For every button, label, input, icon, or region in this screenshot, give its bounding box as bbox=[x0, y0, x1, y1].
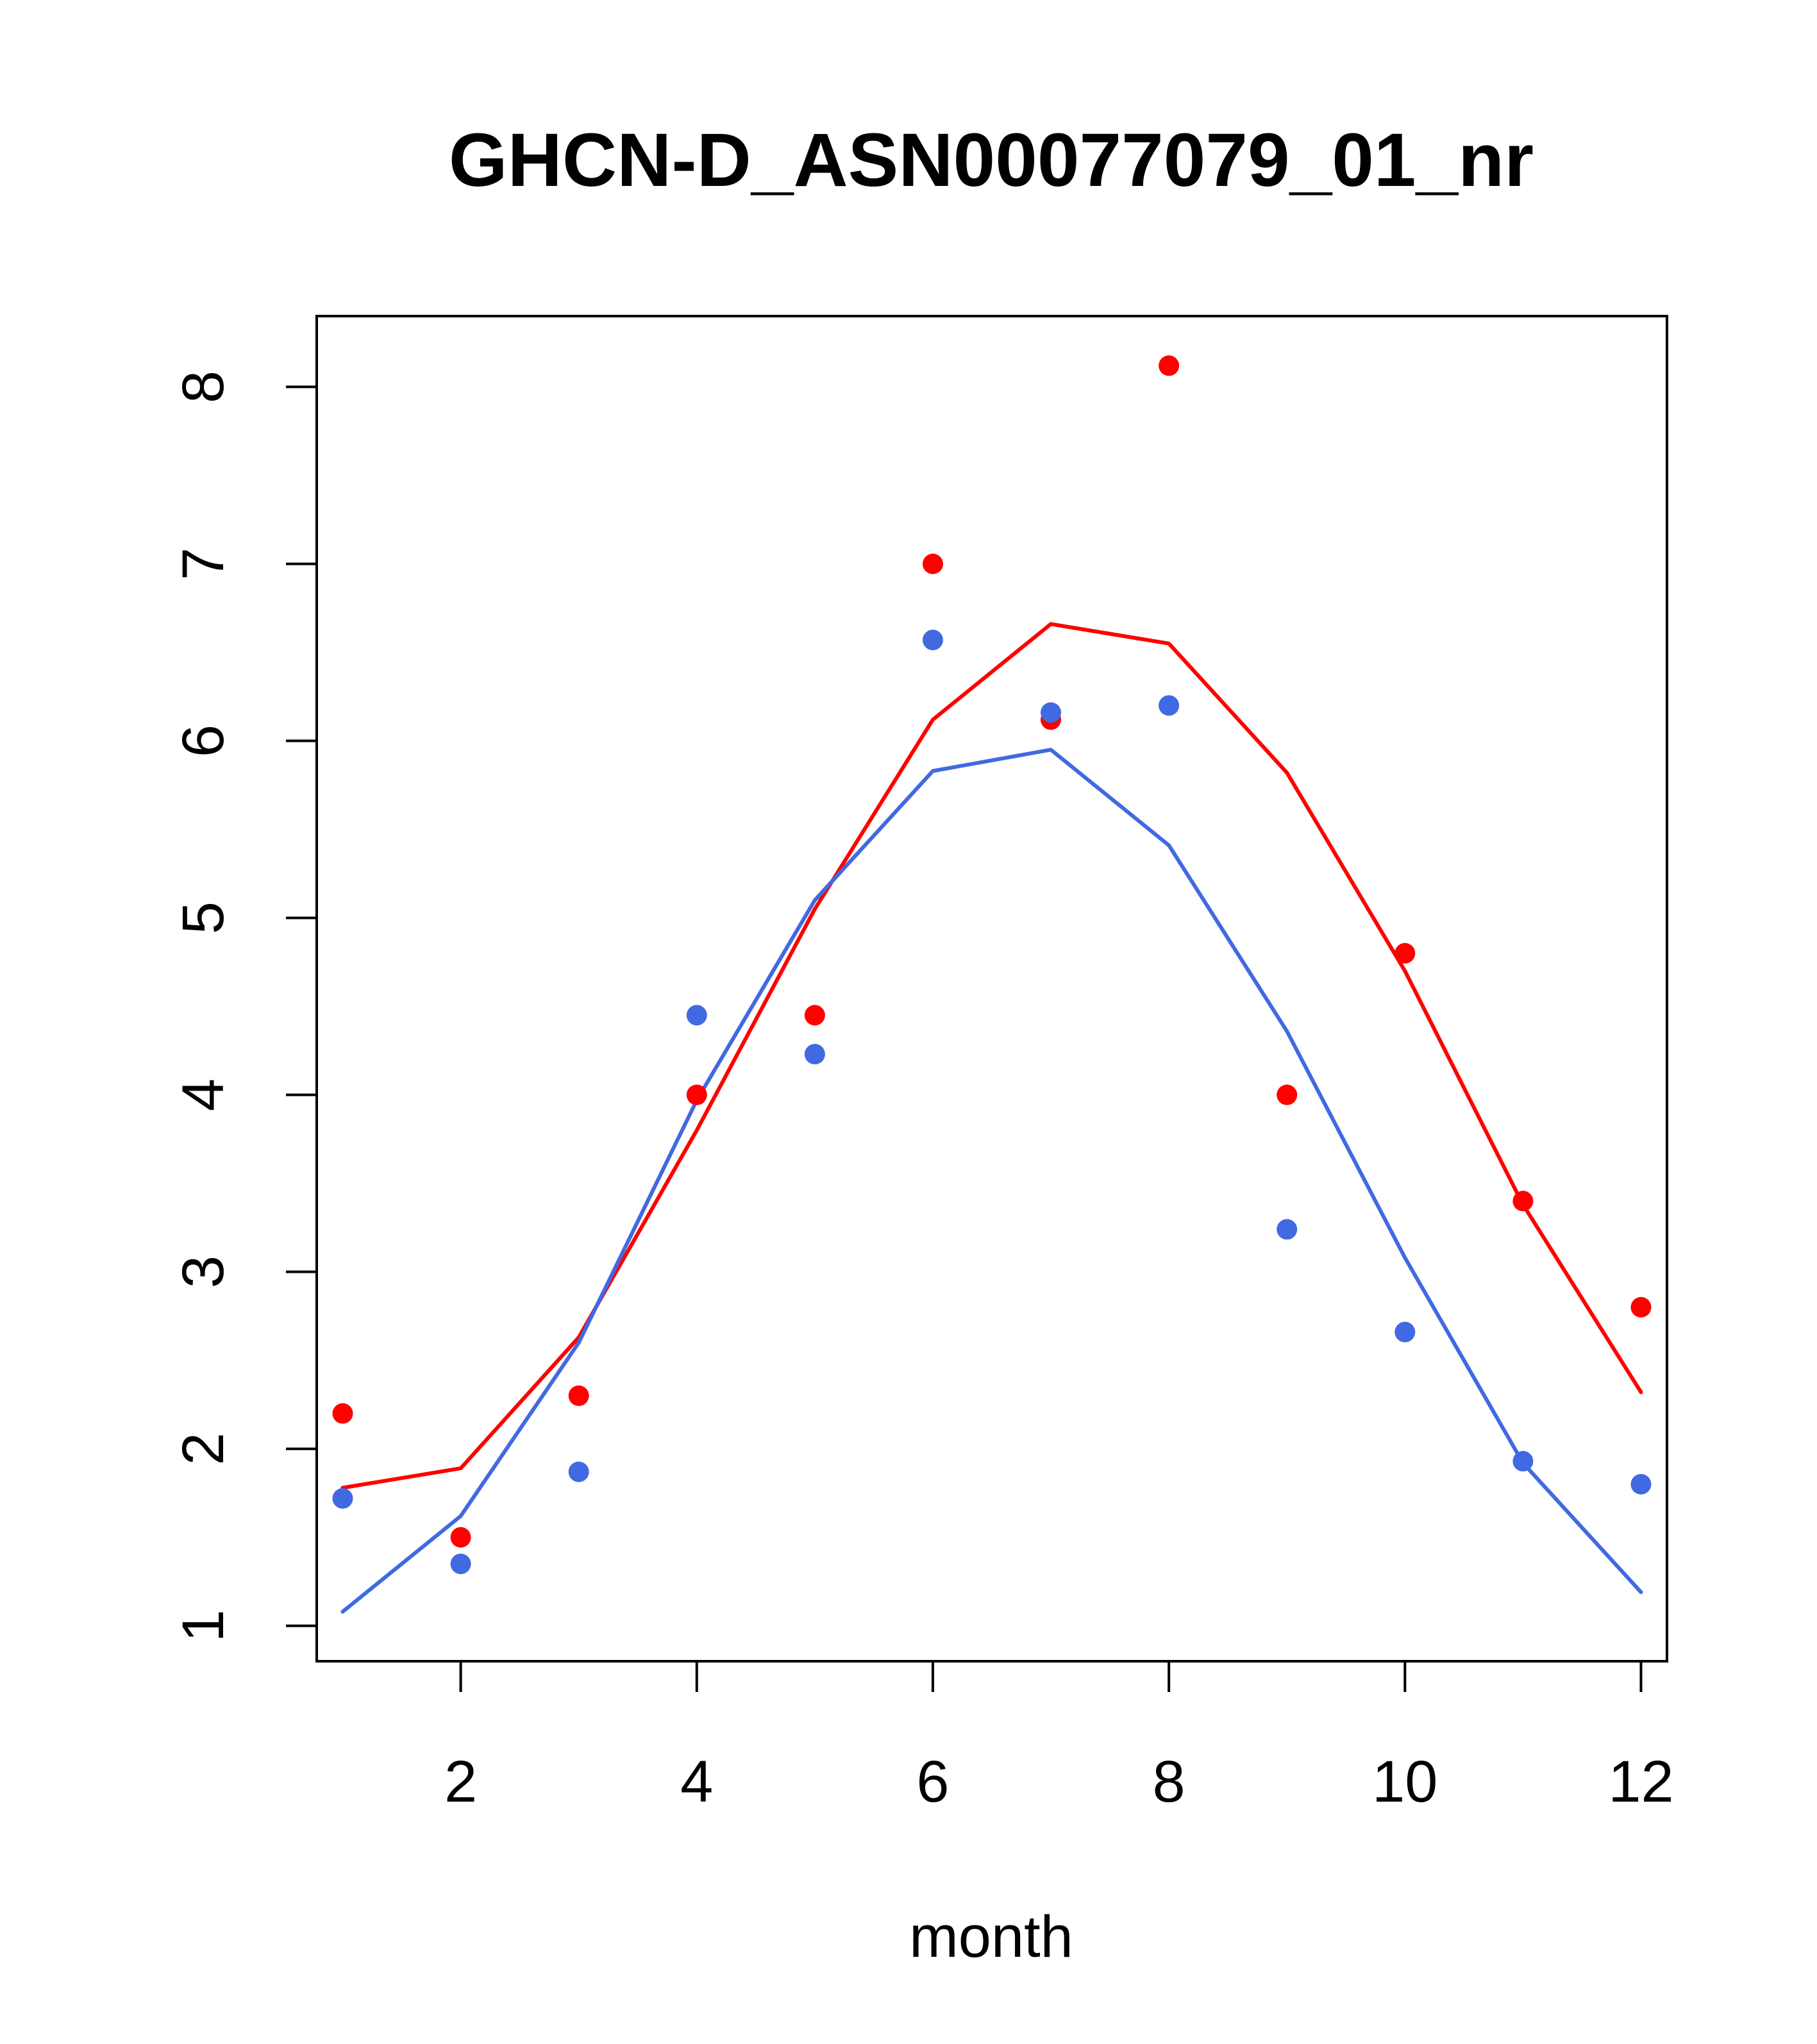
x-tick-label: 6 bbox=[916, 1749, 949, 1814]
series-2-point bbox=[922, 630, 943, 651]
series-2-point bbox=[1512, 1451, 1534, 1472]
series-1-point bbox=[922, 553, 943, 574]
series-1-point bbox=[450, 1527, 471, 1548]
series-1-point bbox=[686, 1084, 707, 1105]
series-2-point bbox=[686, 1005, 707, 1026]
series-2-point bbox=[332, 1488, 353, 1509]
series-2-point bbox=[1277, 1219, 1298, 1240]
y-tick-label: 4 bbox=[171, 1078, 236, 1111]
x-tick-label: 4 bbox=[680, 1749, 713, 1814]
series-2-point bbox=[1159, 695, 1180, 716]
x-tick-label: 8 bbox=[1153, 1749, 1185, 1814]
y-axis: 1 2 3 4 5 6 7 8 bbox=[171, 371, 318, 1642]
series-2-line bbox=[340, 748, 1643, 1614]
series-2-point bbox=[1394, 1321, 1416, 1343]
y-tick-label: 6 bbox=[171, 725, 236, 757]
series-1-point bbox=[1277, 1084, 1298, 1105]
x-tick-label: 10 bbox=[1372, 1749, 1437, 1814]
y-tick-label: 3 bbox=[171, 1255, 236, 1288]
series-2-point bbox=[804, 1044, 825, 1065]
series-1-point bbox=[568, 1385, 589, 1406]
series-1-point bbox=[1159, 355, 1180, 376]
y-tick-label: 7 bbox=[171, 548, 236, 580]
y-tick-label: 2 bbox=[171, 1432, 236, 1465]
series-layer bbox=[332, 355, 1652, 1614]
series-1-point bbox=[1630, 1296, 1652, 1318]
series-2-point bbox=[568, 1461, 589, 1482]
series-2-point bbox=[1041, 702, 1062, 723]
series-2-point bbox=[450, 1554, 471, 1575]
series-1-point bbox=[332, 1403, 353, 1424]
y-tick-label: 5 bbox=[171, 901, 236, 934]
x-tick-label: 2 bbox=[444, 1749, 477, 1814]
y-tick-label: 8 bbox=[171, 371, 236, 403]
x-axis-label: month bbox=[909, 1904, 1073, 1970]
series-2-point bbox=[1630, 1473, 1652, 1495]
y-tick-label: 1 bbox=[171, 1609, 236, 1642]
chart-title: GHCN-D_ASN00077079_01_nr bbox=[449, 118, 1534, 203]
series-1-line bbox=[340, 622, 1643, 1490]
series-1-point bbox=[1512, 1191, 1534, 1212]
series-1-point bbox=[804, 1005, 825, 1026]
series-1-point bbox=[1394, 942, 1416, 964]
x-tick-label: 12 bbox=[1608, 1749, 1673, 1814]
x-axis: 2 4 6 8 10 12 bbox=[444, 1660, 1674, 1814]
